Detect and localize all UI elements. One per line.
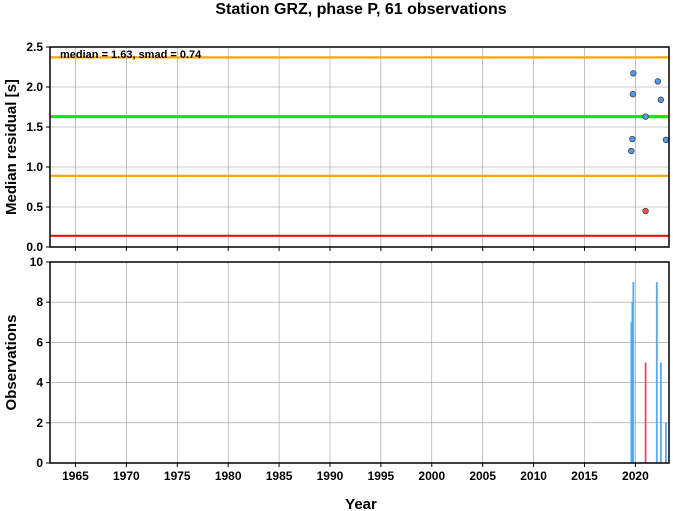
y-tick-label: 1.0	[26, 160, 43, 174]
data-point	[629, 135, 636, 143]
y-tick-label: 1.5	[26, 120, 43, 134]
plot-area	[630, 282, 667, 463]
x-tick-label: 2000	[418, 469, 445, 483]
x-tick-label: 1985	[266, 469, 293, 483]
plot-area	[50, 56, 669, 237]
y-tick-label: 2.5	[26, 40, 43, 54]
data-point	[630, 70, 637, 77]
y-axis-label: Observations	[3, 315, 20, 411]
x-tick-label: 1965	[62, 469, 89, 483]
data-point	[642, 113, 649, 120]
chart-title: Station GRZ, phase P, 61 observations	[215, 1, 506, 18]
y-tick-label: 0	[36, 456, 43, 470]
stats-annotation: median = 1.63, smad = 0.74	[60, 49, 202, 61]
data-point	[662, 136, 669, 143]
residual-panel: 0.0 0.5 1.0 1.5 2.0 2.5 Median residual [s] med…	[3, 40, 670, 254]
plot-frame	[49, 261, 670, 464]
y-tick-label: 8	[36, 295, 43, 309]
x-tick-label: 1980	[215, 469, 242, 483]
x-tick-label: 1995	[368, 469, 395, 483]
data-point	[657, 96, 665, 103]
y-tick-label: 6	[36, 335, 43, 349]
y-tick-label: 0.5	[26, 200, 43, 214]
data-point	[628, 147, 635, 155]
observations-panel: 1965 1970 1975 1980 1985 1990 1995 2000 2005 2010…	[3, 255, 670, 483]
x-tick-label: 2020	[622, 469, 649, 483]
plot-frame	[49, 46, 670, 248]
x-tick-label: 1975	[164, 469, 191, 483]
x-tick-label: 2010	[520, 469, 547, 483]
data-point	[654, 78, 661, 85]
x-tick-label: 2005	[469, 469, 496, 483]
data-point	[642, 207, 649, 215]
y-tick-label: 10	[30, 255, 44, 269]
x-tick-label: 1970	[113, 469, 140, 483]
y-tick-label: 0.0	[26, 240, 43, 254]
y-tick-label: 2.0	[26, 80, 43, 94]
x-axis-label: Year	[345, 496, 377, 511]
data-point	[629, 91, 637, 98]
y-tick-label: 2	[36, 416, 43, 430]
x-tick-label: 2015	[571, 469, 598, 483]
y-tick-label: 4	[36, 376, 43, 390]
y-axis-label: Median residual [s]	[3, 79, 20, 215]
x-tick-label: 1990	[317, 469, 344, 483]
